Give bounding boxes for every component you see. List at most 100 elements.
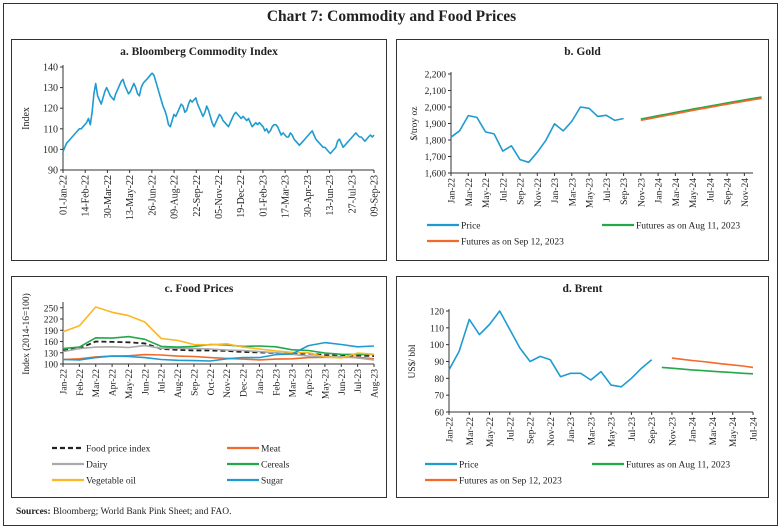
series-line-vegetable-oil: [62, 306, 375, 359]
x-tick-label: 01-Feb-23: [258, 175, 269, 217]
y-axis-label: $/troy oz: [409, 106, 420, 140]
y-tick-label: 110: [43, 124, 58, 135]
x-tick-label: 13-May-22: [125, 175, 136, 220]
x-tick-label: Jul-23: [603, 178, 613, 202]
panel-gold: b. Gold 1,600 1,700 1,800 1,900 2,000 2,100 2,…: [396, 39, 769, 261]
y-tick-label: 140: [43, 63, 58, 74]
series-line-cereals: [62, 335, 375, 356]
y-tick-label: 1,900: [425, 120, 447, 130]
x-tick-label: Jul-24: [750, 417, 760, 441]
x-tick-label: May-22: [482, 178, 492, 208]
x-tick-label: Mar-24: [709, 417, 719, 446]
x-tick-label: Jul-22: [499, 178, 509, 202]
x-tick-label: Nov-23: [668, 417, 678, 446]
x-tick-label: 30-Mar-22: [103, 175, 114, 218]
x-tick-label: Mar-23: [289, 369, 299, 398]
x-tick-label: Sep-24: [724, 178, 734, 205]
x-tick-label: Sep-22: [517, 178, 527, 205]
x-tick-label: 26-Jun-22: [147, 175, 158, 216]
x-tick-label: Mar-24: [672, 178, 682, 207]
x-tick-label: Sep-22: [527, 417, 537, 444]
x-tick-label: May-23: [321, 369, 331, 399]
y-tick-label: 90: [435, 358, 445, 368]
x-tick-label: Mar-23: [587, 417, 597, 446]
y-tick-label: 110: [430, 324, 444, 334]
y-tick-label: 130: [44, 349, 59, 359]
y-tick-label: 100: [44, 361, 59, 371]
x-tick-label: Jun-22: [141, 369, 151, 395]
x-tick-label: Jul-23: [628, 417, 638, 441]
x-tick-label: Feb-23: [272, 369, 282, 396]
x-tick-label: Nov-22: [223, 369, 233, 398]
x-tick-label: May-23: [608, 417, 618, 447]
x-tick-label: Jul-22: [506, 417, 516, 441]
legend-label: Futures as on Sep 12, 2023: [461, 238, 564, 248]
x-tick-label: Aug-23: [371, 369, 381, 398]
legend-label: Food price index: [86, 445, 151, 455]
x-tick-label: Mar-22: [92, 369, 102, 398]
sources-note: Sources: Bloomberg; World Bank Pink Shee…: [16, 507, 231, 517]
x-tick-label: Jan-22: [60, 369, 70, 395]
x-tick-label: 19-Dec-22: [236, 175, 247, 218]
y-axis-label: Index (2014-16=100): [21, 293, 32, 375]
legend-label: Price: [461, 222, 481, 232]
x-tick-label: Dec-22: [240, 369, 250, 397]
x-tick-label: May-23: [586, 178, 596, 208]
chart-frame: [3, 3, 778, 526]
x-tick-label: 30-Apr-23: [303, 175, 314, 217]
x-tick-label: Jul-23: [354, 369, 364, 393]
y-tick-label: 70: [435, 392, 445, 402]
y-tick-label: 2,100: [425, 87, 447, 97]
x-tick-label: Nov-22: [547, 417, 557, 446]
series-line-futures-sep: [640, 97, 762, 122]
series-line-futures-aug: [640, 96, 762, 120]
y-tick-label: 190: [44, 327, 59, 337]
legend-label: Price: [459, 461, 479, 471]
x-tick-label: 14-Feb-22: [81, 175, 92, 217]
panel-brent: d. Brent 60 70 80 90 100 110 120 US$/ bbl Jan-22…: [396, 276, 769, 498]
y-tick-label: 130: [43, 83, 58, 94]
x-tick-label: Jul-24: [706, 178, 716, 202]
x-tick-label: Sep-23: [648, 417, 658, 444]
y-axis-label: Index: [21, 107, 32, 130]
x-tick-label: Mar-22: [466, 417, 476, 446]
chart-title: Chart 7: Commodity and Food Prices: [266, 8, 517, 25]
x-tick-label: Jun-23: [338, 369, 348, 395]
y-tick-label: 120: [430, 308, 445, 318]
legend-label: Cereals: [261, 461, 290, 471]
legend-label: Futures as on Aug 11, 2023: [626, 461, 730, 471]
x-tick-label: Jan-23: [551, 178, 561, 204]
x-tick-label: 22-Sep-22: [192, 175, 203, 217]
x-tick-label: 09-Aug-22: [170, 175, 181, 219]
panel-title: c. Food Prices: [164, 283, 234, 295]
legend-label: Dairy: [86, 461, 108, 471]
x-tick-label: Jan-23: [567, 417, 577, 443]
sources-text: Bloomberg; World Bank Pink Sheet; and FA…: [50, 507, 232, 517]
y-tick-label: 60: [435, 409, 445, 419]
x-tick-label: May-22: [125, 369, 135, 399]
x-tick-label: Apr-23: [305, 369, 315, 396]
y-tick-label: 1,700: [425, 153, 447, 163]
panel-title: b. Gold: [564, 46, 601, 58]
y-tick-label: 120: [43, 104, 58, 115]
series-line-futures-sep: [671, 357, 754, 369]
series-line-bloomberg-index: [62, 72, 375, 155]
x-tick-label: 17-Mar-23: [281, 175, 292, 218]
y-tick-label: 220: [44, 316, 59, 326]
y-tick-label: 100: [430, 341, 445, 351]
series-line-price: [448, 310, 653, 388]
legend-label: Sugar: [261, 477, 284, 487]
x-tick-label: Mar-22: [465, 178, 475, 207]
y-tick-label: 80: [435, 375, 445, 385]
x-tick-label: Nov-24: [741, 178, 751, 207]
legend-label: Vegetable oil: [86, 477, 136, 487]
panel-title: d. Brent: [562, 283, 603, 295]
x-tick-label: 13-Jun-23: [325, 175, 336, 216]
y-tick-label: 100: [43, 145, 58, 156]
x-tick-label: Jan-22: [448, 178, 458, 204]
legend-label: Futures as on Aug 11, 2023: [636, 222, 740, 232]
x-tick-label: Jul-22: [158, 369, 168, 393]
x-tick-label: Oct-22: [207, 369, 217, 396]
x-tick-label: 27-Jul-23: [347, 175, 358, 213]
x-tick-label: Jan-24: [655, 178, 665, 204]
